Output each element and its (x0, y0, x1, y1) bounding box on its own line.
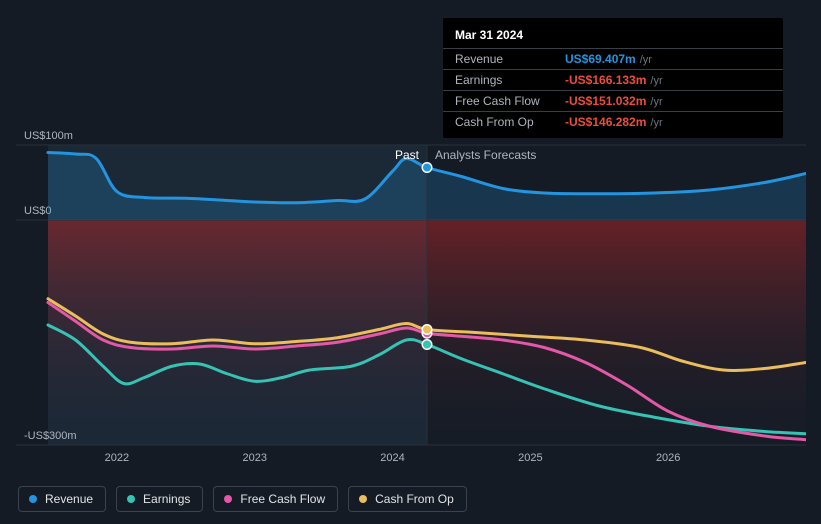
forecast-label: Analysts Forecasts (435, 148, 536, 162)
y-axis-label: US$0 (24, 205, 52, 217)
legend-item-cash-from-op[interactable]: Cash From Op (348, 486, 467, 512)
y-axis-label: US$100m (24, 130, 73, 142)
tooltip-unit: /yr (650, 117, 662, 129)
tooltip-row: RevenueUS$69.407m/yr (443, 48, 783, 69)
tooltip-label: Earnings (455, 73, 565, 87)
tooltip-label: Cash From Op (455, 115, 565, 129)
tooltip-label: Revenue (455, 52, 565, 66)
legend-swatch (29, 495, 37, 503)
legend-label: Revenue (45, 492, 93, 506)
tooltip-row: Cash From Op-US$146.282m/yr (443, 111, 783, 132)
x-axis-label: 2024 (380, 452, 404, 464)
tooltip-value: -US$146.282m (565, 115, 646, 129)
tooltip-unit: /yr (650, 75, 662, 87)
x-axis-label: 2023 (242, 452, 266, 464)
legend-swatch (359, 495, 367, 503)
x-axis-label: 2025 (518, 452, 542, 464)
legend-item-revenue[interactable]: Revenue (18, 486, 106, 512)
legend-item-earnings[interactable]: Earnings (116, 486, 203, 512)
legend-swatch (224, 495, 232, 503)
tooltip-value: -US$166.133m (565, 73, 646, 87)
past-label: Past (395, 148, 420, 162)
tooltip-label: Free Cash Flow (455, 94, 565, 108)
y-axis-label: -US$300m (24, 430, 77, 442)
legend-label: Free Cash Flow (240, 492, 325, 506)
tooltip-unit: /yr (640, 54, 652, 66)
x-axis-label: 2026 (656, 452, 680, 464)
tooltip-value: -US$151.032m (565, 94, 646, 108)
tooltip-row: Earnings-US$166.133m/yr (443, 69, 783, 90)
tooltip-date: Mar 31 2024 (443, 24, 783, 48)
legend-swatch (127, 495, 135, 503)
chart-tooltip: Mar 31 2024 RevenueUS$69.407m/yrEarnings… (443, 18, 783, 138)
legend: Revenue Earnings Free Cash Flow Cash From O… (18, 486, 467, 512)
x-axis-label: 2022 (105, 452, 129, 464)
tooltip-row: Free Cash Flow-US$151.032m/yr (443, 90, 783, 111)
legend-item-free-cash-flow[interactable]: Free Cash Flow (213, 486, 338, 512)
tooltip-value: US$69.407m (565, 52, 636, 66)
legend-label: Cash From Op (375, 492, 454, 506)
legend-label: Earnings (143, 492, 190, 506)
tooltip-unit: /yr (650, 96, 662, 108)
